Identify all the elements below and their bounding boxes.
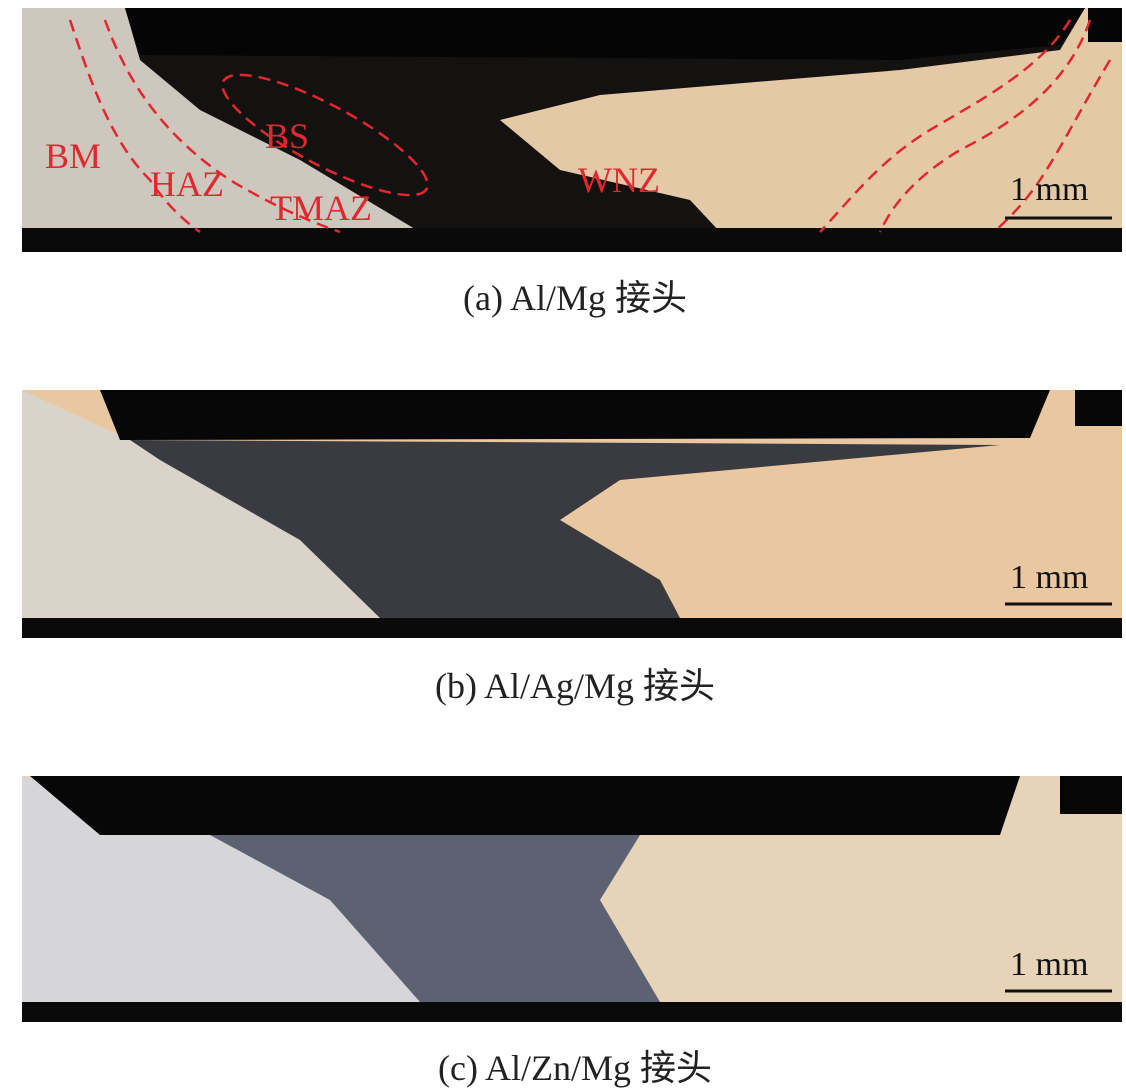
zone-label: BS: [265, 116, 309, 156]
caption: (b) Al/Ag/Mg 接头: [435, 666, 715, 706]
caption: (c) Al/Zn/Mg 接头: [438, 1048, 712, 1088]
micrograph-b: 1 mm: [22, 390, 1122, 638]
zone-label: BM: [45, 136, 101, 176]
micrograph-c: 1 mm: [22, 776, 1122, 1022]
zone-label: HAZ: [150, 164, 224, 204]
zone-label: WNZ: [578, 160, 660, 200]
caption: (a) Al/Mg 接头: [463, 278, 687, 318]
micrograph-a: BM HAZ BS TMAZ WNZ 1 mm: [22, 8, 1122, 252]
scale-bar-label: 1 mm: [1010, 171, 1088, 208]
zone-label: TMAZ: [270, 188, 372, 228]
scale-bar-label: 1 mm: [1010, 559, 1088, 596]
figure: BM HAZ BS TMAZ WNZ 1 mm (a) Al/Mg 接头 1 m…: [0, 0, 1126, 1092]
scale-bar-label: 1 mm: [1010, 946, 1088, 983]
